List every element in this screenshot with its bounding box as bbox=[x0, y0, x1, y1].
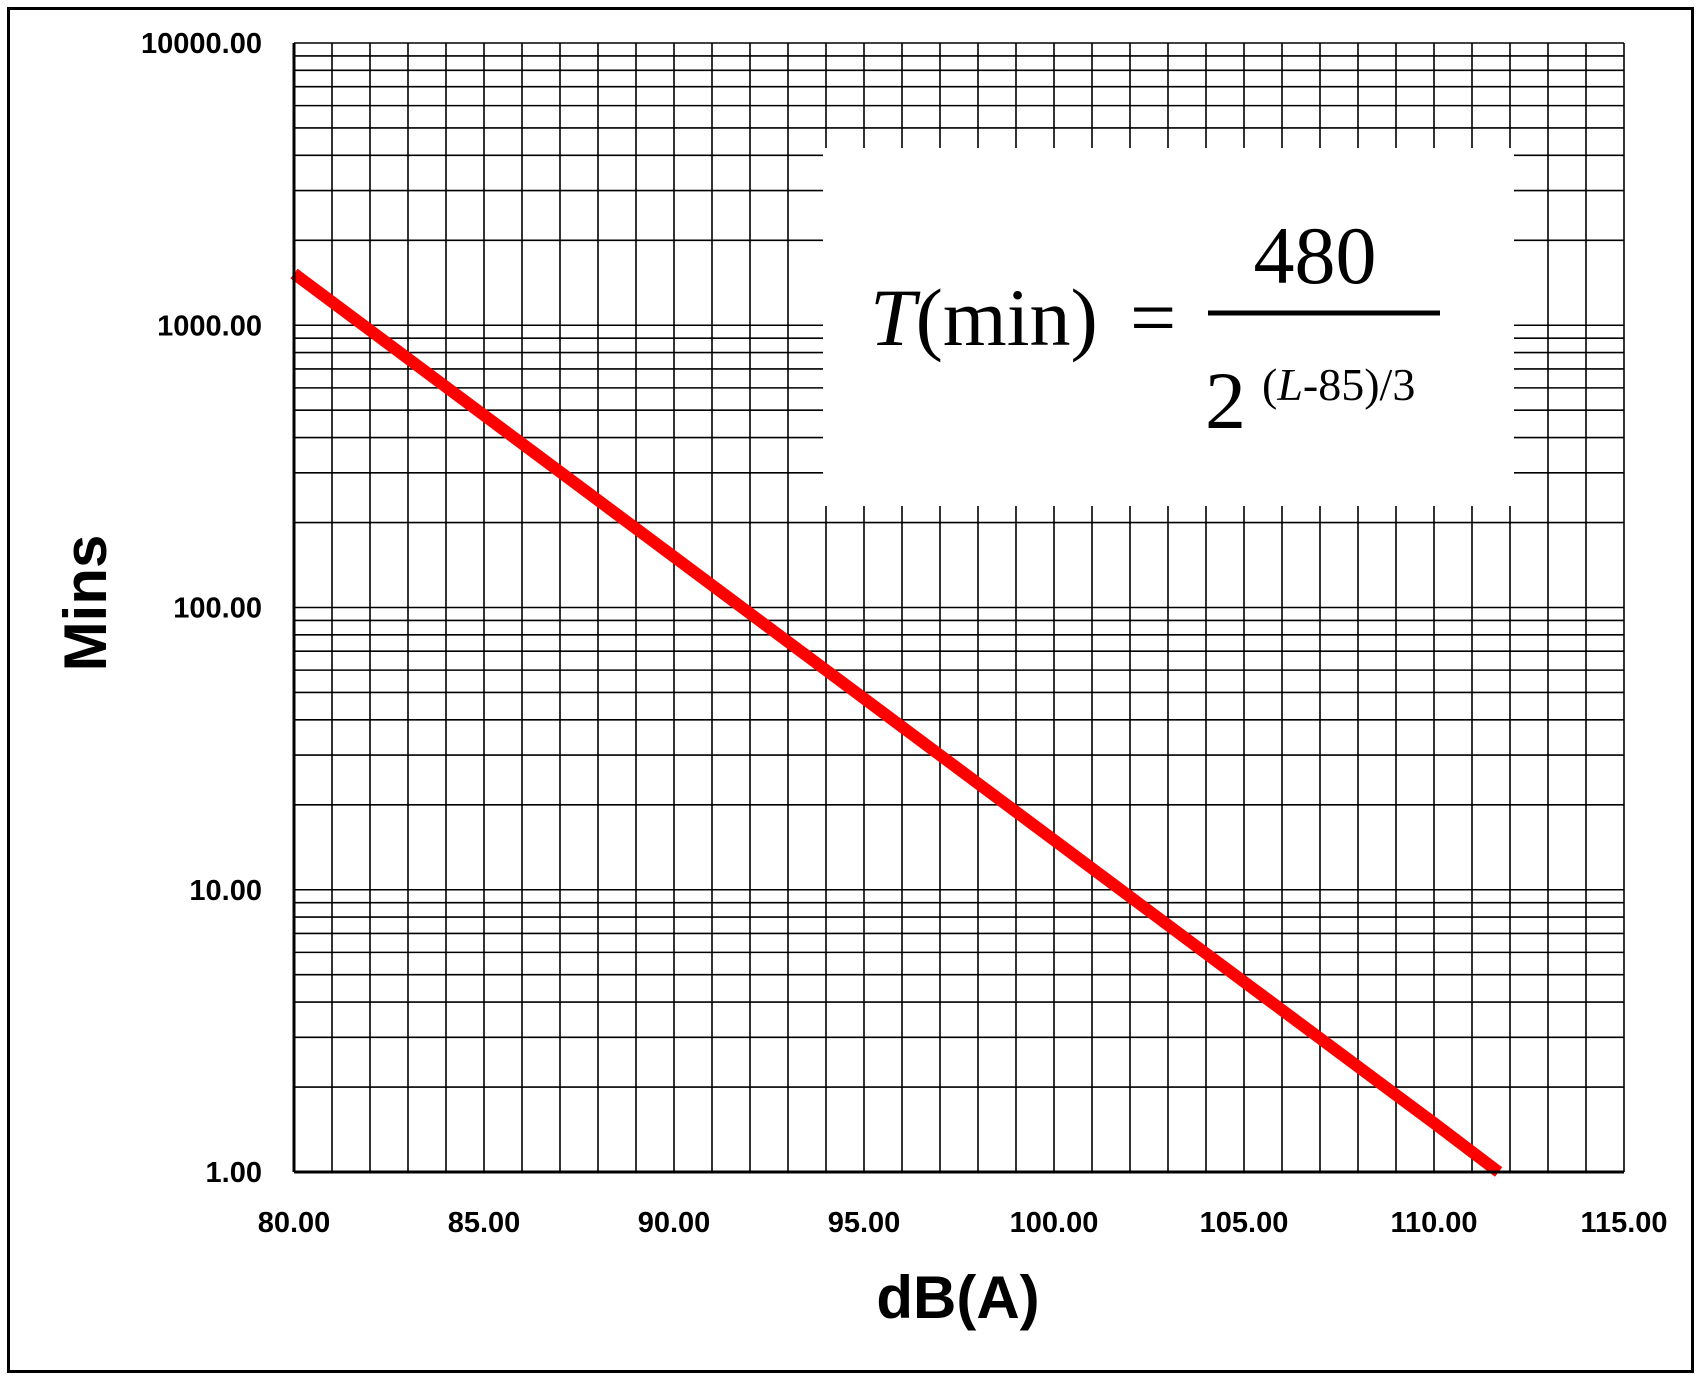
formula-lhs-var: T bbox=[870, 272, 921, 363]
y-tick-label: 10.00 bbox=[189, 875, 262, 907]
formula-exponent: (L-85)/3 bbox=[1262, 359, 1415, 410]
formula-lhs-unit: (min) bbox=[916, 272, 1098, 363]
formula: T(min) = 480 2 (L-85)/3 bbox=[870, 210, 1440, 446]
formula-base: 2 bbox=[1205, 355, 1246, 446]
series-layer bbox=[290, 268, 1503, 1177]
x-tick-label: 115.00 bbox=[1580, 1207, 1667, 1239]
x-tick-label: 95.00 bbox=[828, 1207, 901, 1239]
x-tick-labels: 80.00 85.00 90.00 95.00 100.00 105.00 110.00 11… bbox=[258, 1207, 1668, 1239]
y-tick-label: 100.00 bbox=[173, 593, 262, 625]
x-tick-label: 85.00 bbox=[448, 1207, 521, 1239]
formula-box bbox=[823, 148, 1514, 506]
x-tick-label: 105.00 bbox=[1200, 1207, 1289, 1239]
y-tick-labels: 1.00 10.00 100.00 1000.00 10000.00 bbox=[141, 28, 262, 1189]
y-tick-label: 10000.00 bbox=[141, 28, 262, 60]
y-axis-title: Mins bbox=[52, 535, 119, 672]
y-tick-label: 1000.00 bbox=[157, 310, 262, 342]
x-tick-label: 80.00 bbox=[258, 1207, 331, 1239]
x-tick-label: 110.00 bbox=[1390, 1207, 1477, 1239]
axes bbox=[292, 43, 1624, 1174]
svg-text:T(min): T(min) bbox=[870, 272, 1098, 363]
formula-equals: = bbox=[1130, 272, 1176, 363]
x-axis-title: dB(A) bbox=[876, 1264, 1039, 1331]
series-line bbox=[290, 268, 1503, 1177]
y-tick-label: 1.00 bbox=[206, 1157, 262, 1189]
x-tick-label: 100.00 bbox=[1010, 1207, 1099, 1239]
x-tick-label: 90.00 bbox=[638, 1207, 711, 1239]
formula-numerator: 480 bbox=[1254, 210, 1377, 301]
